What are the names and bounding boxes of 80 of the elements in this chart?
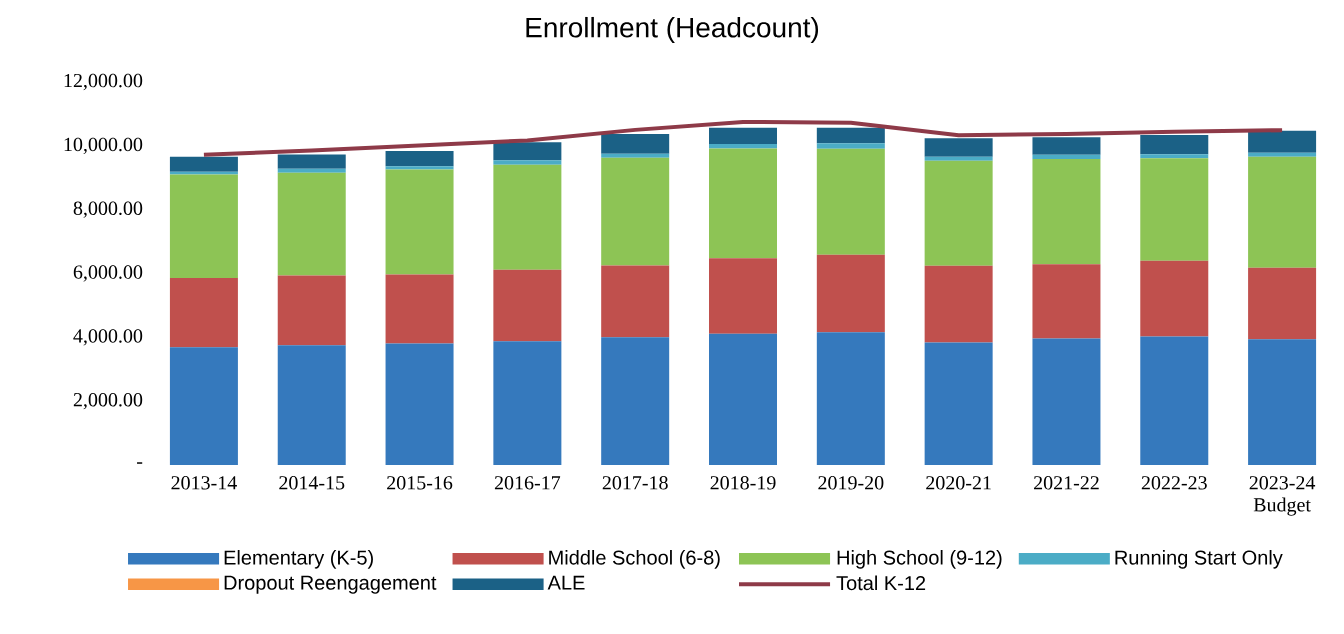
legend-label: Total K-12 [836,575,926,591]
bar [169,174,238,278]
bar [385,343,454,465]
bar [277,154,346,169]
bar [169,347,238,465]
bar [601,337,670,465]
bar [1248,152,1317,157]
bar [493,160,562,165]
bar [601,157,670,266]
y-tick-label: 2,000.00 [73,392,143,410]
bar [493,164,562,270]
bar [1248,267,1317,340]
x-tick-label: 2020-21 [926,476,991,490]
x-tick-label: 2016-17 [494,476,561,490]
bar [169,156,238,172]
bar [169,277,238,348]
x-tick-label: 2013-14 [171,476,237,490]
bar [1032,137,1101,155]
legend-label: Elementary (K-5) [224,550,373,569]
x-tick-label: 2014-15 [279,476,345,490]
bar [1032,264,1101,339]
bar [1248,156,1317,268]
bar [277,275,346,346]
bar [1140,336,1209,465]
bar [493,142,562,161]
bar [816,127,885,144]
y-tick-label: - [137,462,143,464]
legend-label: Dropout Reengagement [224,575,437,594]
bar [924,342,993,465]
x-tick-label: 2017-18 [602,476,668,490]
bar [816,254,885,333]
bar [709,148,777,259]
x-tick-label: 2022-23 [1141,476,1207,490]
bar [924,138,993,157]
bar [1140,260,1209,337]
bar [924,265,993,343]
bar [385,166,454,170]
bar [277,345,346,465]
legend-label: Middle School (6-8) [549,550,720,569]
bar [709,258,777,334]
bar [1140,158,1209,261]
y-tick-label: 12,000.00 [64,73,143,91]
bar [924,156,993,161]
x-tick-label: 2021-22 [1034,476,1099,490]
y-tick-label: 10,000.00 [64,137,143,155]
x-tick-label: 2023-24 Budget [1249,476,1316,516]
bar [493,341,562,465]
y-tick-label: 6,000.00 [73,265,143,282]
legend-label: ALE [547,575,585,590]
x-tick-label: 2015-16 [387,476,453,490]
bar [1140,154,1209,159]
bar [1032,158,1101,265]
bar [601,153,670,158]
bar [385,169,454,275]
bar [1032,154,1101,159]
bar [385,150,454,167]
bar [1140,134,1209,155]
bar [709,127,777,144]
bar [385,274,454,344]
y-tick-label: 4,000.00 [73,329,143,346]
y-tick-label: 8,000.00 [73,201,143,218]
bar [493,269,562,342]
bar [709,333,777,465]
legend-label: Running Start Only [1115,550,1283,569]
bar [924,160,993,266]
bar [816,332,885,465]
bar [1248,339,1317,465]
bar [1248,130,1317,153]
bar [816,143,885,149]
bar [169,171,238,175]
legend-label: High School (9-12) [837,550,1002,569]
bar [277,168,346,173]
x-tick-label: 2018-19 [710,476,776,490]
bar [601,265,670,338]
bar [277,172,346,276]
chart-title: Enrollment (Headcount) [526,16,819,44]
bar [1032,338,1101,465]
x-tick-label: 2019-20 [818,476,884,490]
bar [816,148,885,255]
bar [601,134,670,154]
